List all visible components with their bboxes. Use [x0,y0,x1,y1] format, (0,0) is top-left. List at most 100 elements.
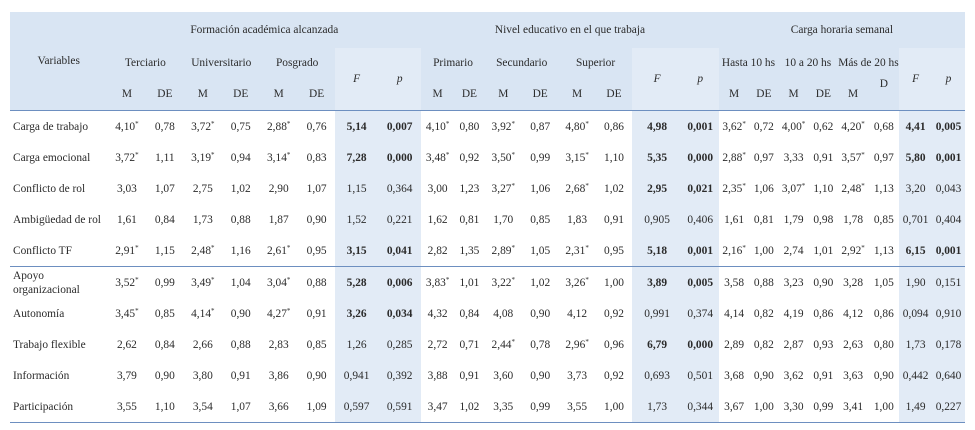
cell-value: 2,88 [266,121,287,133]
cell-value: 0,007 [386,120,413,133]
stat-m-header: M [421,78,455,111]
cell-value: 6,15 [905,244,926,257]
mean-value: 3,00 [421,173,454,204]
cell-value: 5,80 [905,151,926,164]
significance-mark: * [135,151,139,159]
cell-value: 3,26 [565,277,586,289]
cell-value: 2,48 [841,183,862,195]
cell-value: 1,00 [604,276,624,289]
mean-value: 2,89* [485,235,522,267]
table-row: Conflicto TF 2,91* 1,15 2,48* 1,16 2,61* 0,95 3… [10,235,965,267]
cell-value: 0,95 [604,244,624,257]
mean-value: 3,30 [778,391,809,423]
cell-value: 1,01 [459,276,480,289]
variable-name: Trabajo flexible [13,338,86,351]
f-value: 0,941 [335,360,379,391]
variable-name: Conflicto TF [13,244,72,257]
cell-value: 0,97 [873,151,894,164]
p-value: 0,034 [378,298,422,329]
sd-value: 0,90 [298,204,335,235]
cell-value: 3,52 [115,277,136,289]
significance-mark: * [286,276,291,284]
cell-value: 3,54 [192,400,213,413]
mean-value: 4,08 [485,298,522,329]
f-value: 0,701 [899,204,933,235]
cell-value: 0,91 [230,369,251,382]
cell-value: 1,73 [647,400,668,413]
sd-value: 0,85 [868,204,899,235]
cell-value: 0,88 [230,338,251,351]
mean-value: 1,79 [778,204,809,235]
cell-value: 3,15 [565,152,586,164]
mean-value: 1,78 [838,204,869,235]
sd-value: 0,86 [868,298,899,329]
mean-value: 2,72 [421,329,454,360]
cell-value: 0,501 [687,369,714,382]
mean-value: 2,63 [838,329,869,360]
cell-value: 0,80 [459,120,480,133]
cell-value: 3,79 [116,369,137,382]
cell-value: 0,85 [873,213,894,226]
cell-value: 4,12 [567,307,588,320]
f-value: 0,597 [335,391,379,423]
group-title-carga: Carga horaria semanal [718,12,965,48]
p-value: 0,000 [378,142,422,173]
cell-value: 2,62 [116,338,137,351]
mean-value: 3,54 [183,391,223,423]
f-value: 3,20 [899,173,933,204]
sd-value: 0,90 [808,266,838,298]
mean-value: 2,62 [107,329,146,360]
significance-mark: * [585,338,589,346]
cell-value: 0,905 [644,213,670,226]
cell-value: 0,95 [306,244,327,257]
cell-value: 1,90 [905,276,926,289]
cell-value: 5,35 [647,151,668,164]
cell-value: 0,87 [530,120,551,133]
cell-value: 0,034 [386,307,413,320]
significance-mark: * [585,151,589,159]
sd-value: 0,98 [809,204,838,235]
mean-value: 1,87 [259,204,298,235]
cell-value: 4,27 [266,308,287,320]
sd-value: 1,07 [222,391,260,423]
cell-value: 2,16 [722,245,743,257]
cell-value: 3,92 [491,121,512,133]
sd-value: 1,00 [750,235,779,267]
mean-value: 1,83 [559,204,596,235]
mean-value: 1,61 [719,204,750,235]
cell-value: 1,83 [567,213,588,226]
sd-value: 1,05 [868,266,900,298]
cell-value: 2,92 [841,245,862,257]
p-value: 0,910 [932,298,965,329]
cell-value: 0,99 [530,151,551,164]
cell-value: 2,48 [191,245,212,257]
cell-value: 3,68 [724,369,745,382]
mean-value: 3,45* [107,298,146,329]
cell-value: 0,72 [753,120,774,133]
mean-value: 2,68* [559,173,596,204]
significance-mark: * [801,182,806,190]
cell-value: 1,62 [427,213,448,226]
cell-value: 0,86 [604,120,624,133]
cell-value: 0,78 [530,338,551,351]
f-value: 3,15 [335,235,379,267]
subgroup-hasta-10: Hasta 10 hs [718,48,779,78]
f-value: 1,73 [632,391,682,423]
cell-value: 4,98 [647,120,668,133]
mean-value: 4,10* [107,111,146,143]
cell-value: 0,98 [813,213,834,226]
mean-value: 3,63 [838,360,869,391]
f-value: 1,26 [335,329,379,360]
sd-value: 0,72 [750,111,779,143]
cell-value: 0,941 [343,369,370,382]
mean-value: 3,22* [484,266,522,298]
cell-value: 0,000 [386,151,413,164]
sd-value: 0,99 [522,142,559,173]
sd-value: 0,90 [750,360,779,391]
cell-value: 0,000 [687,338,714,351]
cell-value: 1,09 [306,400,327,413]
cell-value: 4,10 [425,121,446,133]
cell-value: 2,66 [192,338,213,351]
sd-value: 0,90 [522,298,559,329]
significance-mark: * [135,120,139,128]
